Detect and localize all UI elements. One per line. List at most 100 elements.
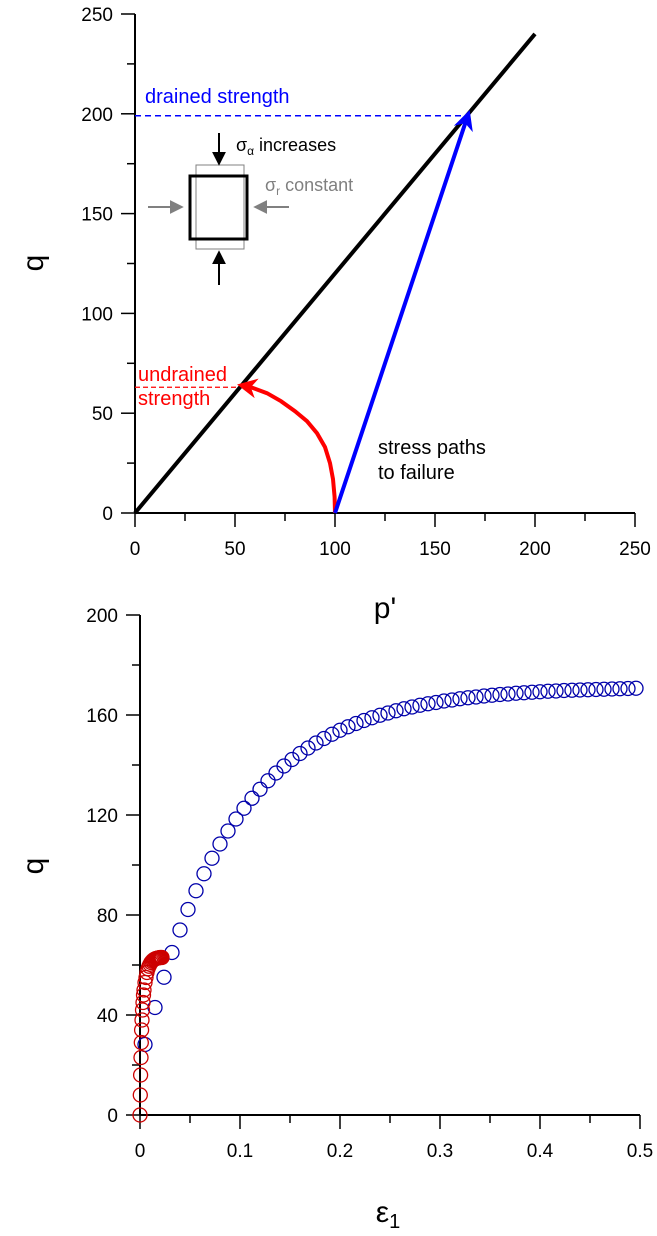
sample-outline-black bbox=[188, 174, 249, 241]
drained-data-point bbox=[292, 745, 308, 762]
sigma-r-label: σr constant bbox=[265, 175, 353, 198]
sigma-a-text: increases bbox=[259, 135, 336, 155]
top-x-tick-label: 150 bbox=[419, 539, 451, 560]
drained-data-point bbox=[420, 696, 436, 712]
drained-data-point bbox=[188, 883, 204, 899]
undrained-scatter-series bbox=[132, 949, 170, 1123]
undrained-data-point bbox=[133, 1022, 150, 1038]
drained-data-point bbox=[612, 681, 628, 697]
drained-data-point bbox=[572, 682, 588, 698]
drained-data-point bbox=[260, 773, 276, 789]
undrained-data-point bbox=[135, 994, 151, 1011]
drained-data-point bbox=[252, 781, 268, 797]
top-y-tick-label: 50 bbox=[92, 404, 113, 425]
drained-data-point bbox=[316, 730, 332, 747]
bottom-y-tick-label: 0 bbox=[107, 1106, 118, 1127]
drained-data-point bbox=[460, 690, 476, 706]
top-y-tick-label: 0 bbox=[102, 504, 113, 525]
bottom-y-tick-label: 160 bbox=[86, 706, 118, 727]
drained-data-point bbox=[484, 687, 500, 703]
bottom-y-tick-label: 120 bbox=[86, 806, 118, 827]
bottom-ticks: 0 0.1 0.2 0.3 0.4 0.5 0 40 80 120 160 200 bbox=[86, 606, 653, 1162]
drained-data-point bbox=[340, 719, 356, 735]
sigma-r-subscript: r bbox=[276, 184, 280, 198]
bottom-x-tick-label: 0.3 bbox=[427, 1141, 453, 1162]
drained-data-point bbox=[180, 901, 196, 918]
undrained-data-point bbox=[154, 949, 170, 966]
drained-data-point bbox=[300, 740, 316, 756]
drained-data-point bbox=[564, 682, 580, 698]
triaxial-sample-diagram: σα increases σr constant bbox=[148, 133, 353, 285]
top-y-tick-label: 150 bbox=[81, 205, 113, 226]
stress-paths-label-line1: stress paths bbox=[378, 437, 486, 459]
undrained-data-point bbox=[132, 1107, 148, 1123]
undrained-data-point bbox=[135, 987, 152, 1003]
top-x-axis-label: p' bbox=[374, 592, 396, 625]
sigma-r-text: constant bbox=[285, 175, 353, 195]
bottom-x-tick-label: 0.1 bbox=[227, 1141, 253, 1162]
bottom-x-tick-label: 0.5 bbox=[627, 1141, 653, 1162]
bottom-x-tick-label: 0 bbox=[135, 1141, 146, 1162]
drained-data-point bbox=[516, 685, 532, 701]
sigma-a-label: σα increases bbox=[236, 135, 336, 158]
top-ticks: 0 50 100 150 200 250 0 50 100 150 200 250 bbox=[81, 5, 651, 560]
drained-data-point bbox=[228, 811, 244, 827]
drained-data-point bbox=[412, 697, 428, 713]
drained-data-point bbox=[468, 689, 484, 705]
undrained-label-line1: undrained bbox=[138, 364, 227, 386]
bottom-x-axis-label: ε1 bbox=[376, 1196, 401, 1233]
sample-outline-grey bbox=[195, 164, 245, 250]
top-y-tick-label: 200 bbox=[81, 105, 113, 126]
drained-data-point bbox=[348, 715, 364, 732]
sigma-a-symbol: σ bbox=[236, 135, 247, 155]
drained-data-point bbox=[500, 686, 516, 702]
drained-data-point bbox=[556, 682, 572, 699]
drained-data-point bbox=[212, 836, 228, 852]
top-y-axis-label: q bbox=[17, 255, 50, 272]
drained-data-point bbox=[436, 693, 452, 709]
top-x-tick-label: 100 bbox=[319, 539, 351, 560]
drained-data-point bbox=[524, 684, 540, 700]
drained-data-point bbox=[404, 699, 420, 715]
bottom-y-tick-label: 80 bbox=[97, 906, 118, 927]
undrained-stress-path bbox=[237, 378, 337, 514]
drained-data-point bbox=[244, 790, 260, 806]
drained-data-point bbox=[532, 684, 548, 700]
undrained-data-point bbox=[136, 982, 152, 998]
drained-data-point bbox=[388, 703, 404, 719]
drained-data-point bbox=[508, 685, 524, 701]
top-y-tick-label: 250 bbox=[81, 5, 113, 26]
drained-data-point bbox=[268, 765, 284, 781]
drained-data-point bbox=[428, 694, 444, 711]
bottom-x-axis-symbol: ε bbox=[376, 1196, 389, 1229]
drained-data-point bbox=[588, 681, 604, 698]
stress-paths-label-line2: to failure bbox=[378, 462, 455, 484]
drained-data-point bbox=[580, 682, 596, 698]
undrained-data-point bbox=[134, 1002, 151, 1018]
stress-path-chart: 0 50 100 150 200 250 0 50 100 150 200 250 p' q drai… bbox=[17, 5, 651, 625]
drained-data-point bbox=[372, 707, 388, 723]
drained-data-point bbox=[476, 688, 492, 704]
bottom-x-tick-label: 0.2 bbox=[327, 1141, 353, 1162]
drained-data-point bbox=[284, 751, 300, 768]
drained-strength-label: drained strength bbox=[145, 86, 290, 108]
undrained-data-point bbox=[134, 1012, 150, 1028]
undrained-label-line2: strength bbox=[138, 388, 210, 410]
drained-data-point bbox=[356, 712, 372, 729]
drained-data-point bbox=[364, 710, 380, 726]
drained-data-point bbox=[308, 735, 324, 751]
drained-data-point bbox=[172, 922, 188, 938]
drained-data-point bbox=[204, 850, 220, 866]
bottom-y-tick-label: 40 bbox=[97, 1006, 118, 1027]
drained-data-point bbox=[540, 683, 556, 699]
drained-data-point bbox=[332, 722, 348, 738]
drained-data-point bbox=[620, 680, 636, 697]
bottom-y-axis-label: q bbox=[17, 858, 50, 875]
drained-scatter-series bbox=[137, 680, 644, 1053]
sigma-r-symbol: σ bbox=[265, 175, 276, 195]
drained-data-point bbox=[396, 701, 412, 717]
drained-data-point bbox=[156, 969, 172, 985]
drained-data-point bbox=[548, 683, 564, 699]
undrained-data-point bbox=[133, 1034, 149, 1051]
